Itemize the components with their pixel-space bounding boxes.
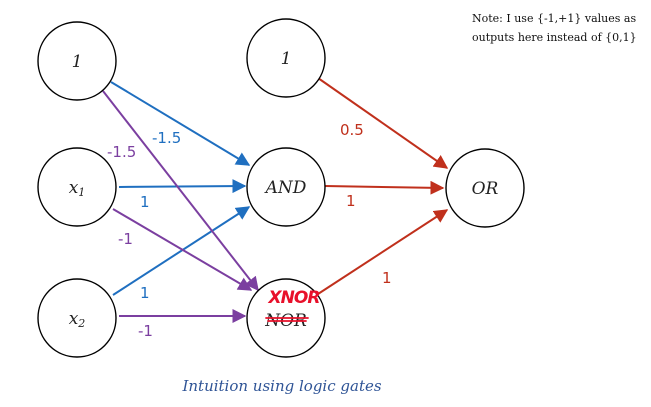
node-nor-handwritten-label: XNOR (268, 288, 320, 308)
weight-x2-to-and: 1 (140, 284, 150, 302)
weight-nor-to-or: 1 (382, 269, 392, 287)
weight-x2-to-nor: -1 (138, 322, 153, 340)
edge-x1-to-and (118, 179, 247, 194)
node-bias-input-label: 1 (72, 52, 83, 72)
weight-bias-to-or: 0.5 (340, 121, 364, 139)
edge-bias-to-nor (102, 90, 259, 292)
node-bias-input: 1 (37, 21, 117, 101)
edge-x2-to-and (112, 206, 251, 296)
node-nor: NOR XNOR (246, 278, 326, 358)
node-x1: x1 (37, 147, 117, 227)
node-and-label: AND (264, 178, 307, 198)
note-line-1: Note: I use {-1,+1} values as (472, 12, 636, 25)
edge-nor-to-or (317, 209, 449, 295)
node-or-label: OR (472, 179, 499, 199)
diagram-caption: Intuition using logic gates (181, 377, 381, 395)
edge-x1-to-nor (112, 208, 253, 291)
node-or: OR (445, 148, 525, 228)
edge-bias-to-and (110, 81, 251, 166)
node-x2: x2 (37, 278, 117, 358)
weight-x1-to-nor: -1 (118, 230, 133, 248)
node-and: AND (246, 147, 326, 227)
node-bias-hidden: 1 (246, 18, 326, 98)
nor-strikethrough-scribble (265, 317, 309, 322)
weight-bias-to-nor: -1.5 (107, 143, 136, 161)
node-x1-label: x1 (69, 178, 86, 199)
weight-bias-to-and: -1.5 (152, 129, 181, 147)
weight-and-to-or: 1 (346, 192, 356, 210)
node-x2-label: x2 (69, 309, 86, 330)
node-bias-hidden-label: 1 (281, 49, 292, 69)
note-line-2: outputs here instead of {0,1} (472, 31, 637, 44)
edge-bias-to-or (317, 77, 449, 169)
edge-and-to-or (324, 180, 445, 195)
weight-x1-to-and: 1 (140, 193, 150, 211)
